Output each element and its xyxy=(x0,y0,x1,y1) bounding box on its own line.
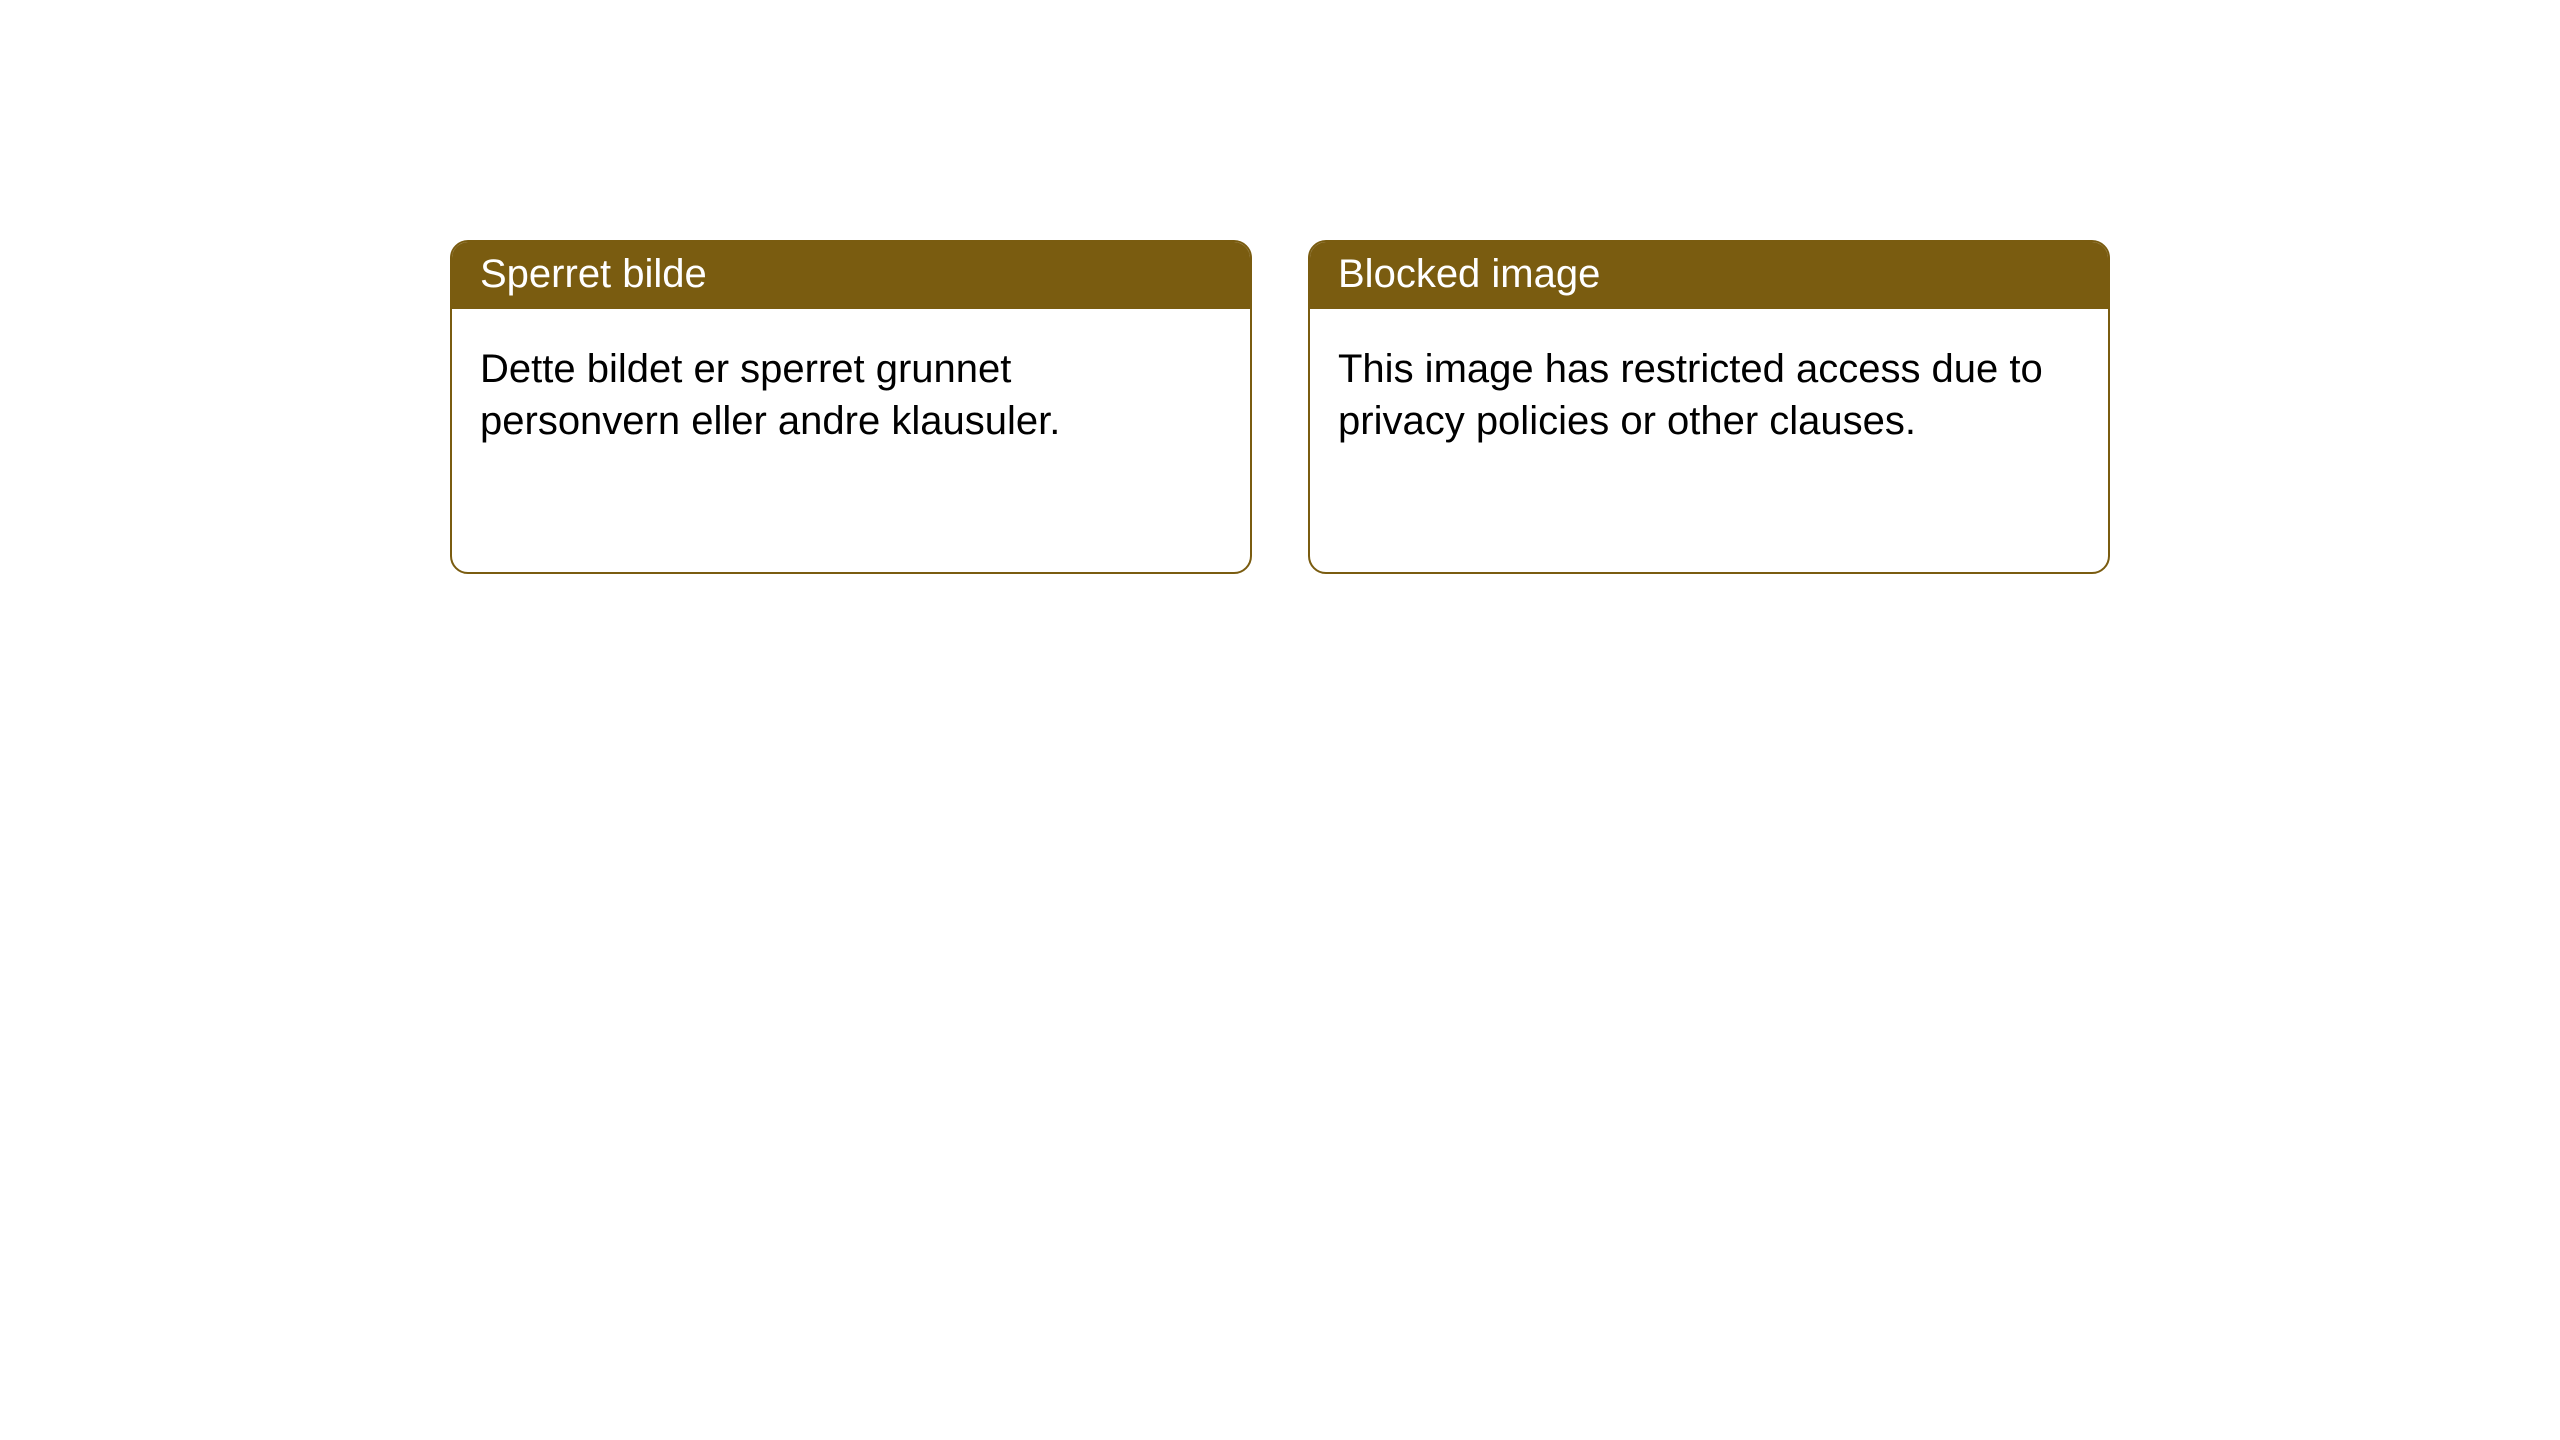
card-header-english: Blocked image xyxy=(1310,242,2108,309)
blocked-image-card-english: Blocked image This image has restricted … xyxy=(1308,240,2110,574)
blocked-image-card-norwegian: Sperret bilde Dette bildet er sperret gr… xyxy=(450,240,1252,574)
notice-container: Sperret bilde Dette bildet er sperret gr… xyxy=(0,0,2560,574)
card-body-norwegian: Dette bildet er sperret grunnet personve… xyxy=(452,309,1250,481)
card-header-norwegian: Sperret bilde xyxy=(452,242,1250,309)
card-body-english: This image has restricted access due to … xyxy=(1310,309,2108,481)
